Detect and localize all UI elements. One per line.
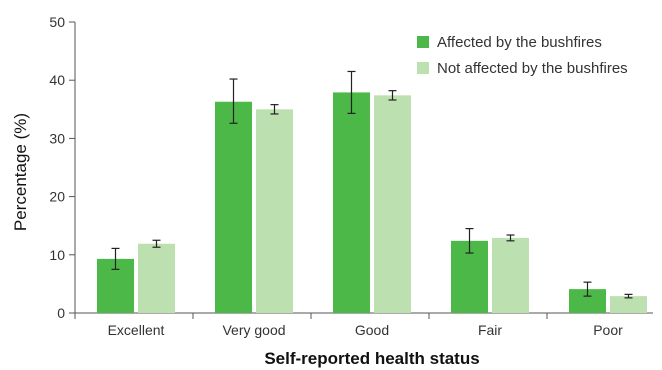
bars (97, 92, 647, 313)
x-tick-label: Very good (222, 322, 285, 338)
bar (610, 296, 647, 313)
x-axis-title: Self-reported health status (264, 349, 479, 368)
y-tick-label: 0 (57, 305, 65, 321)
bar (215, 101, 252, 313)
legend-label-not-affected: Not affected by the bushfires (437, 60, 628, 77)
legend-swatch-not-affected (417, 62, 429, 74)
y-axis: 0 10 20 30 40 50 (49, 14, 76, 321)
x-tick-label: Poor (593, 322, 623, 338)
legend-swatch-affected (417, 36, 429, 48)
y-tick-label: 30 (49, 130, 65, 146)
x-axis: Excellent Very good Good Fair Poor (74, 312, 653, 338)
legend: Affected by the bushfires Not affected b… (417, 34, 628, 77)
bar (374, 95, 411, 313)
y-axis-title: Percentage (%) (11, 113, 30, 231)
x-tick-label: Excellent (108, 322, 165, 338)
error-bars (111, 70, 633, 299)
x-tick-label: Fair (478, 322, 502, 338)
y-tick-label: 20 (49, 189, 65, 205)
bar (569, 289, 606, 313)
y-tick-label: 50 (49, 14, 65, 30)
y-tick-label: 40 (49, 72, 65, 88)
bar (256, 109, 293, 313)
bar (333, 92, 370, 313)
bar (138, 243, 175, 313)
legend-label-affected: Affected by the bushfires (437, 34, 602, 51)
bar (492, 237, 529, 313)
x-tick-label: Good (355, 322, 389, 338)
y-tick-label: 10 (49, 247, 65, 263)
